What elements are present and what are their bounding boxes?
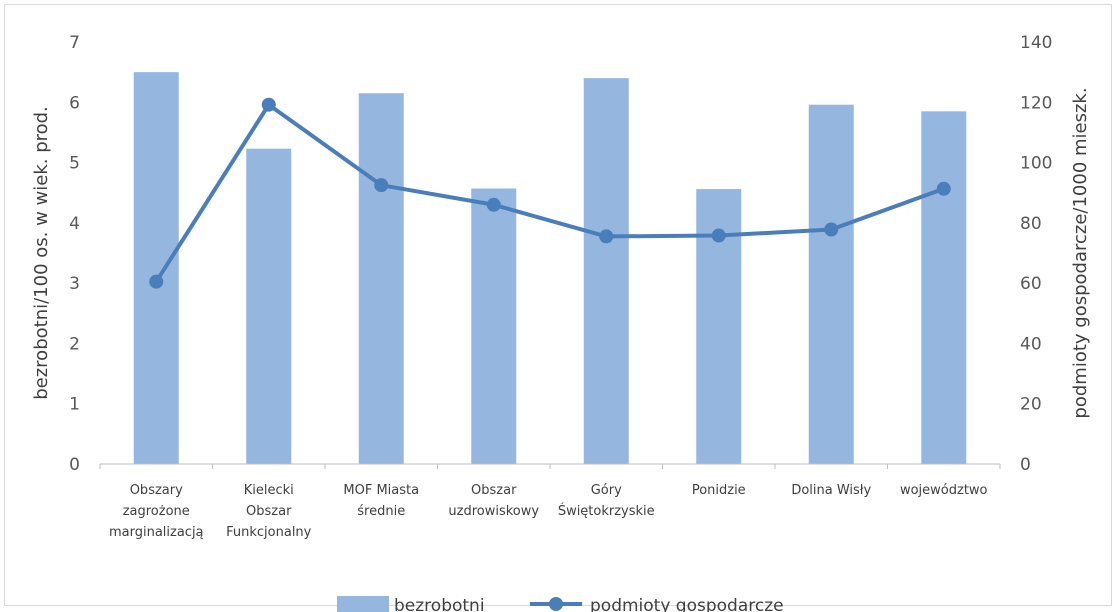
bar-0 <box>133 72 179 465</box>
category-label-6: Dolina Wisły <box>791 483 871 498</box>
left-tick-label: 4 <box>69 214 80 234</box>
right-tick-label: 0 <box>1020 455 1031 475</box>
right-tick-label: 100 <box>1020 154 1052 174</box>
category-label-line: Obszary <box>130 483 183 498</box>
line-point-1 <box>261 97 276 112</box>
line-point-6 <box>824 222 839 237</box>
category-label-line: Góry <box>591 483 622 498</box>
category-label-0: Obszary zagrożone marginalizacją <box>109 483 204 540</box>
line-point-3 <box>486 197 501 212</box>
category-label-line: Obszar <box>246 504 292 519</box>
right-tick-label: 80 <box>1020 214 1042 234</box>
left-tick-label: 1 <box>69 395 80 415</box>
category-label-4: Góry Świętokrzyskie <box>558 483 655 519</box>
left-tick-label: 3 <box>69 274 80 294</box>
left-tick-label: 2 <box>69 334 80 354</box>
category-label-line: uzdrowiskowy <box>448 504 539 519</box>
bar-1 <box>246 148 292 464</box>
legend-swatch-bars <box>337 596 389 612</box>
line-point-5 <box>711 228 726 243</box>
category-label-5: Ponidzie <box>692 483 746 498</box>
category-label-3: Obszar uzdrowiskowy <box>448 483 539 519</box>
category-labels: Obszary zagrożone marginalizacją Kielecki Ob… <box>109 483 988 540</box>
bar-3 <box>471 188 517 464</box>
category-label-2: MOF Miasta średnie <box>343 483 419 519</box>
legend-marker-line <box>549 597 563 611</box>
category-label-line: Obszar <box>471 483 517 498</box>
line-series <box>149 97 951 289</box>
left-tick-label: 6 <box>69 93 80 113</box>
category-label-line: zagrożone <box>123 504 190 519</box>
left-axis-title: bezrobotni/100 os. w wiek. prod. <box>31 106 52 400</box>
bar-7 <box>921 111 967 464</box>
bar-4 <box>583 78 629 465</box>
line-point-2 <box>374 178 389 193</box>
line-point-7 <box>936 181 951 196</box>
category-label-line: województwo <box>900 483 988 498</box>
left-tick-label: 0 <box>69 455 80 475</box>
category-label-1: Kielecki Obszar Funkcjonalny <box>226 483 312 540</box>
legend-label-bars: bezrobotni <box>394 596 485 612</box>
bar-series <box>133 72 967 465</box>
legend-label-line: podmioty gospodarcze <box>590 596 784 612</box>
line-point-4 <box>599 229 614 244</box>
line-path <box>154 102 945 283</box>
line-point-0 <box>149 274 164 289</box>
bar-6 <box>808 104 854 464</box>
category-label-line: Kielecki <box>244 483 294 498</box>
category-label-line: MOF Miasta <box>343 483 419 498</box>
category-label-line: Świętokrzyskie <box>558 503 655 519</box>
category-label-line: średnie <box>357 504 405 519</box>
category-label-line: marginalizacją <box>109 525 204 540</box>
x-axis <box>99 463 1001 469</box>
category-label-line: Funkcjonalny <box>226 525 312 540</box>
category-label-line: Dolina Wisły <box>791 483 871 498</box>
left-tick-label: 5 <box>69 154 80 174</box>
right-tick-label: 120 <box>1020 93 1052 113</box>
bar-2 <box>358 93 404 464</box>
right-tick-label: 20 <box>1020 395 1042 415</box>
legend: bezrobotni podmioty gospodarcze <box>337 596 784 612</box>
right-tick-label: 60 <box>1020 274 1042 294</box>
category-label-line: Ponidzie <box>692 483 746 498</box>
category-label-7: województwo <box>900 483 988 498</box>
left-tick-label: 7 <box>69 33 80 53</box>
right-tick-label: 40 <box>1020 334 1042 354</box>
right-axis-title: podmioty gospodarcze/1000 mieszk. <box>1070 87 1091 418</box>
tick-labels: 0 1 2 3 4 5 6 7 0 20 40 60 80 100 120 140 <box>69 33 1052 475</box>
right-tick-label: 140 <box>1020 33 1052 53</box>
